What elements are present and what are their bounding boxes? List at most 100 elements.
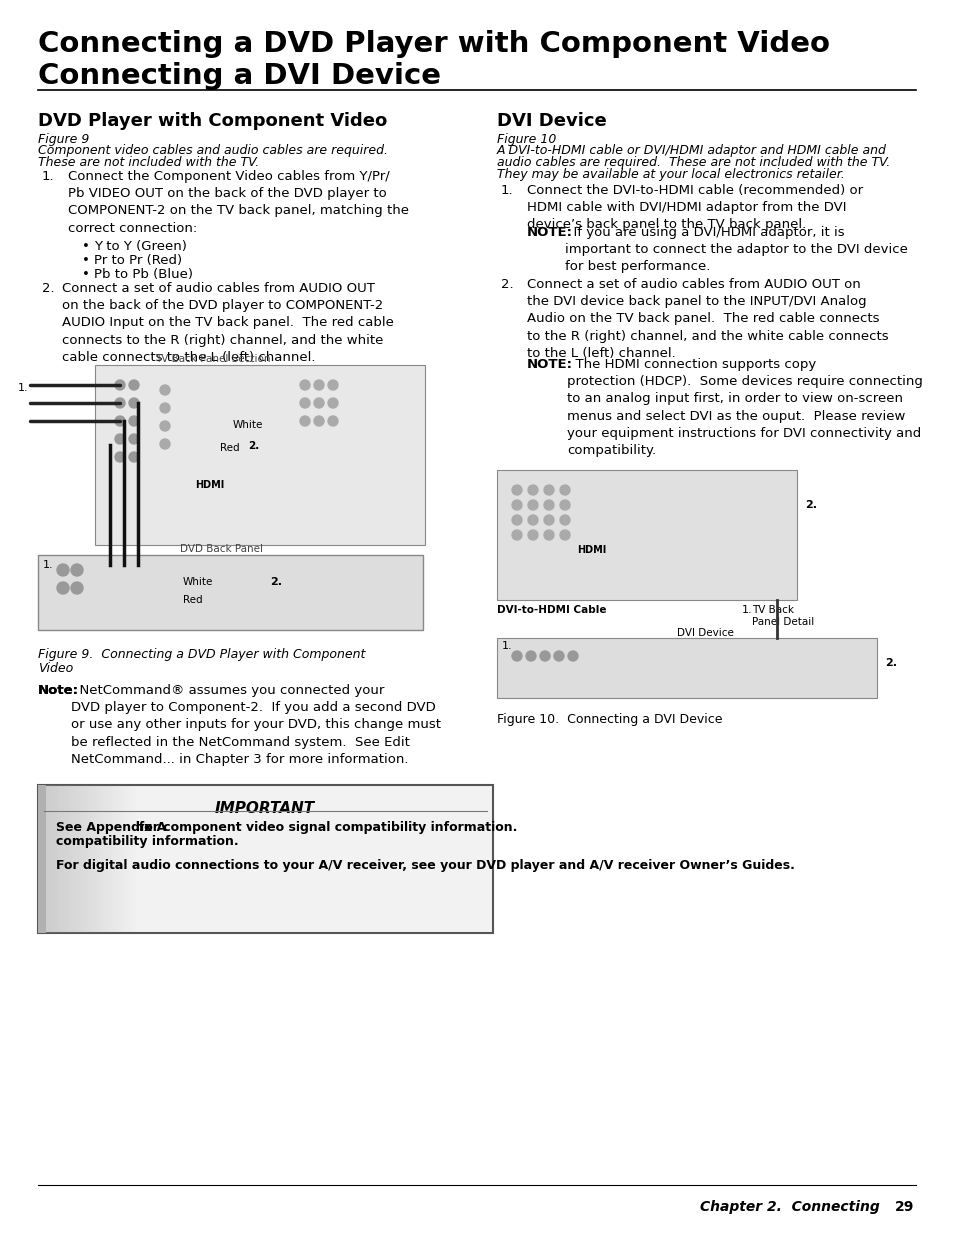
Text: Note:: Note: <box>38 684 79 697</box>
Text: 1.: 1. <box>741 605 752 615</box>
Circle shape <box>328 380 337 390</box>
Bar <box>52 785 55 932</box>
Bar <box>82 785 85 932</box>
Bar <box>70 785 73 932</box>
Circle shape <box>129 433 139 445</box>
Text: 2.: 2. <box>804 500 816 510</box>
Bar <box>97 785 100 932</box>
Bar <box>132 785 136 932</box>
Text: HDMI: HDMI <box>577 545 605 555</box>
Circle shape <box>554 651 563 661</box>
Text: Connect the DVI-to-HDMI cable (recommended) or
HDMI cable with DVI/HDMI adaptor : Connect the DVI-to-HDMI cable (recommend… <box>526 184 862 231</box>
Text: Figure 10.  Connecting a DVI Device: Figure 10. Connecting a DVI Device <box>497 713 721 726</box>
Circle shape <box>512 500 521 510</box>
Text: 2.: 2. <box>248 441 259 451</box>
Text: 2.: 2. <box>500 278 513 291</box>
Circle shape <box>160 421 170 431</box>
Circle shape <box>115 452 125 462</box>
Text: NOTE:: NOTE: <box>526 226 573 240</box>
Bar <box>118 785 121 932</box>
Circle shape <box>71 564 83 576</box>
Text: 1.: 1. <box>43 559 53 571</box>
Text: DVI-to-HDMI Cable: DVI-to-HDMI Cable <box>497 605 606 615</box>
Text: TV Back Panel Section: TV Back Panel Section <box>154 354 271 364</box>
Text: •: • <box>82 254 90 267</box>
Circle shape <box>314 380 324 390</box>
Bar <box>64 785 67 932</box>
Text: NOTE:: NOTE: <box>526 358 573 370</box>
Text: Connect a set of audio cables from AUDIO OUT on
the DVI device back panel to the: Connect a set of audio cables from AUDIO… <box>526 278 887 359</box>
Text: Pb to Pb (Blue): Pb to Pb (Blue) <box>94 268 193 282</box>
Text: If you are using a DVI/HDMI adaptor, it is
important to connect the adaptor to t: If you are using a DVI/HDMI adaptor, it … <box>564 226 907 273</box>
Circle shape <box>328 416 337 426</box>
Circle shape <box>115 433 125 445</box>
Text: Figure 10: Figure 10 <box>497 133 556 146</box>
Text: HDMI: HDMI <box>194 480 224 490</box>
Circle shape <box>527 485 537 495</box>
Circle shape <box>71 582 83 594</box>
Circle shape <box>129 398 139 408</box>
Circle shape <box>129 452 139 462</box>
Text: Red: Red <box>220 443 239 453</box>
Bar <box>38 785 46 932</box>
Bar <box>61 785 64 932</box>
Circle shape <box>299 380 310 390</box>
Text: Video: Video <box>38 662 73 676</box>
Text: Pr to Pr (Red): Pr to Pr (Red) <box>94 254 182 267</box>
Bar <box>79 785 82 932</box>
Text: 1.: 1. <box>501 641 512 651</box>
Text: See Appendix A: See Appendix A <box>56 821 166 834</box>
Bar <box>124 785 127 932</box>
Text: Chapter 2.  Connecting: Chapter 2. Connecting <box>700 1200 879 1214</box>
Circle shape <box>559 500 569 510</box>
Text: •: • <box>82 240 90 253</box>
Bar <box>58 785 61 932</box>
Circle shape <box>115 416 125 426</box>
Circle shape <box>527 500 537 510</box>
Bar <box>121 785 124 932</box>
Circle shape <box>115 398 125 408</box>
Circle shape <box>57 564 69 576</box>
Circle shape <box>543 500 554 510</box>
Bar <box>112 785 115 932</box>
Text: Panel Detail: Panel Detail <box>751 618 814 627</box>
Circle shape <box>160 385 170 395</box>
Circle shape <box>512 485 521 495</box>
Circle shape <box>527 530 537 540</box>
Circle shape <box>512 651 521 661</box>
Circle shape <box>559 515 569 525</box>
Bar <box>88 785 91 932</box>
Text: 1.: 1. <box>18 383 29 393</box>
Bar <box>130 785 132 932</box>
Text: A DVI-to-HDMI cable or DVI/HDMI adaptor and HDMI cable and: A DVI-to-HDMI cable or DVI/HDMI adaptor … <box>497 144 886 157</box>
Circle shape <box>539 651 550 661</box>
Circle shape <box>543 485 554 495</box>
Bar <box>49 785 52 932</box>
Bar <box>73 785 76 932</box>
Text: Connect a set of audio cables from AUDIO OUT
on the back of the DVD player to CO: Connect a set of audio cables from AUDIO… <box>62 282 394 364</box>
Circle shape <box>314 416 324 426</box>
Bar <box>115 785 118 932</box>
Bar <box>100 785 103 932</box>
Text: DVI Device: DVI Device <box>497 112 606 130</box>
Bar <box>497 638 876 698</box>
Circle shape <box>160 438 170 450</box>
Circle shape <box>129 416 139 426</box>
Text: DVD Player with Component Video: DVD Player with Component Video <box>38 112 387 130</box>
Text: NetCommand® assumes you connected your
DVD player to Component-2.  If you add a : NetCommand® assumes you connected your D… <box>71 684 440 766</box>
Text: Component video cables and audio cables are required.: Component video cables and audio cables … <box>38 144 388 157</box>
Circle shape <box>129 380 139 390</box>
Text: 2.: 2. <box>270 577 282 587</box>
Text: They may be available at your local electronics retailer.: They may be available at your local elec… <box>497 168 843 182</box>
Circle shape <box>525 651 536 661</box>
Bar <box>103 785 106 932</box>
Circle shape <box>314 398 324 408</box>
Bar <box>497 471 796 600</box>
Text: audio cables are required.  These are not included with the TV.: audio cables are required. These are not… <box>497 156 889 169</box>
Text: 2.: 2. <box>42 282 54 295</box>
Text: 2.: 2. <box>884 658 896 668</box>
Circle shape <box>57 582 69 594</box>
Bar <box>55 785 58 932</box>
Text: for component video signal compatibility information.: for component video signal compatibility… <box>130 821 517 834</box>
Bar <box>127 785 130 932</box>
